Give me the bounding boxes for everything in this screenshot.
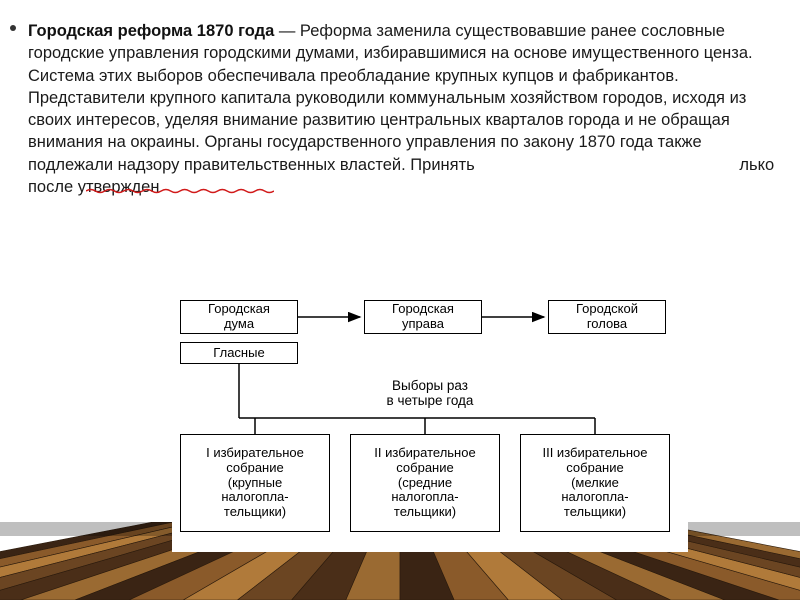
diagram: Городскаядума Гласные Городскаяуправа Город… [172, 294, 688, 552]
node-duma: Городскаядума [180, 300, 298, 334]
red-wavy-underline [86, 188, 274, 190]
bullet [10, 25, 16, 31]
node-golova: Городскойголова [548, 300, 666, 334]
node-uprava: Городскаяуправа [364, 300, 482, 334]
body-text: Городская реформа 1870 года — Реформа за… [0, 0, 800, 198]
node-curia3: III избирательноесобрание(мелкиеналогопл… [520, 434, 670, 532]
node-curia1: I избирательноесобрание(крупныеналогопла… [180, 434, 330, 532]
title: Городская реформа 1870 года [28, 22, 274, 40]
node-curia2: II избирательноесобрание(средниеналогопл… [350, 434, 500, 532]
node-glasnye: Гласные [180, 342, 298, 364]
node-vybory_label: Выборы разв четыре года [340, 378, 520, 412]
cutoff-1: лько [739, 156, 774, 174]
slide: Городская реформа 1870 года — Реформа за… [0, 0, 800, 600]
